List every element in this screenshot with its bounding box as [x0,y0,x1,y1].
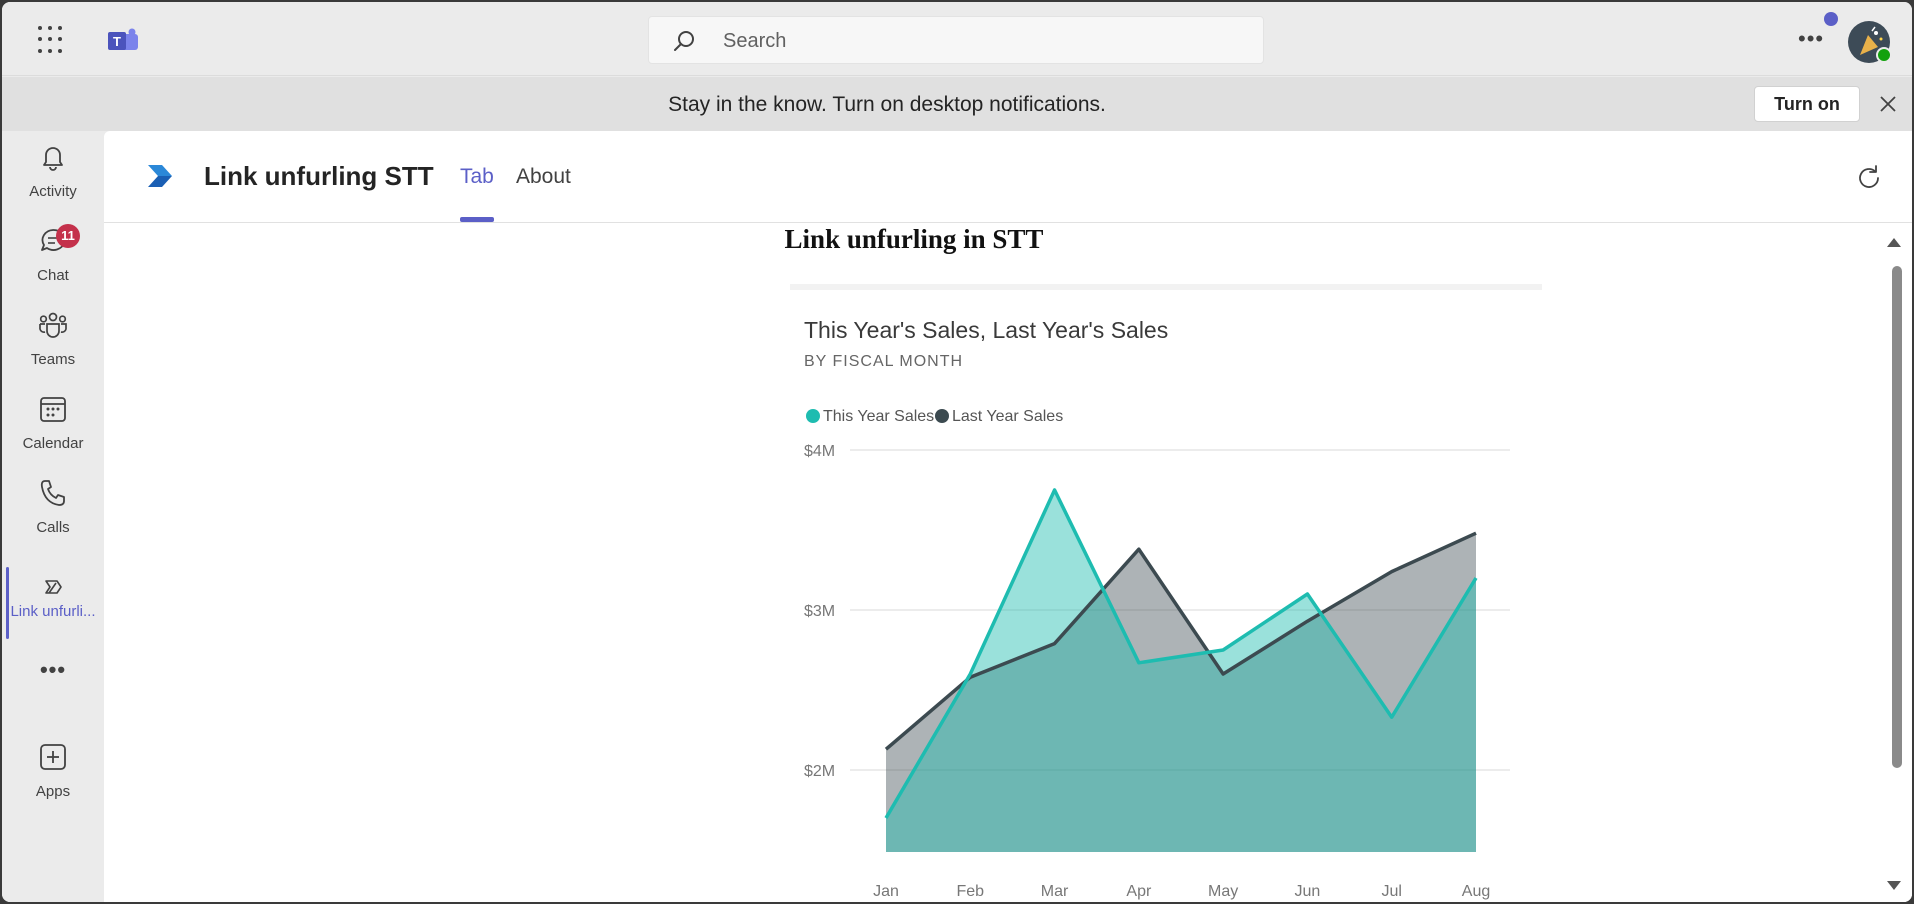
notification-banner: Stay in the know. Turn on desktop notifi… [2,77,1912,131]
app-content: Link unfurling STT Tab About Link unfurl… [104,131,1912,902]
sales-chart: This Year's Sales, Last Year's Sales BY … [804,317,1510,900]
x-tick-label: Jul [1381,883,1401,900]
area-this-year [886,490,1476,852]
legend-marker-this-year [806,409,820,423]
more-apps-icon: ••• [39,657,67,682]
line-this-year [884,488,1478,819]
phone-icon [40,480,65,506]
x-tick-label: Aug [1462,883,1490,900]
search-icon [674,31,694,51]
tab-about[interactable]: About [516,165,571,188]
turn-on-button[interactable]: Turn on [1754,86,1860,122]
x-tick-label: May [1208,883,1238,900]
rail-label-link-unfurling: Link unfurli... [10,603,96,620]
scroll-up-icon[interactable] [1886,235,1902,251]
party-popper-icon [1860,26,1883,55]
refresh-icon[interactable] [1854,163,1884,193]
search-box[interactable] [648,16,1264,64]
y-tick-label: $3M [804,603,835,620]
more-options-icon[interactable]: ••• [1798,26,1825,51]
link-unfurling-app-icon [45,580,62,594]
x-tick-label: Feb [956,883,984,900]
avatar[interactable] [1848,21,1890,63]
tab-page: Link unfurling in STT This Year's Sales,… [104,224,1912,902]
chart-title: This Year's Sales, Last Year's Sales [804,317,1168,343]
bell-icon [43,147,63,171]
app-logo-icon [148,165,172,187]
scrollbar-thumb[interactable] [1892,266,1902,768]
rail-label-calls: Calls [36,519,70,536]
legend-label-last-year: Last Year Sales [952,408,1063,425]
rail-item-activity[interactable]: Activity [2,131,104,207]
rail-label-activity: Activity [29,183,77,200]
rail-item-calendar[interactable]: Calendar [2,383,104,459]
sales-chart-card: This Year's Sales, Last Year's Sales BY … [790,284,1542,902]
app-header: Link unfurling STT Tab About [104,131,1912,223]
available-status-icon [1876,47,1892,63]
page-heading: Link unfurling in STT [784,224,1044,254]
y-tick-label: $4M [804,443,835,460]
app-launcher-icon[interactable] [38,26,66,54]
x-tick-label: Jun [1295,883,1321,900]
rail-item-calls[interactable]: Calls [2,467,104,543]
rail-label-calendar: Calendar [22,435,84,452]
search-input[interactable] [723,27,1243,55]
x-tick-label: Mar [1041,883,1069,900]
rail-item-link-unfurling[interactable]: Link unfurli... [2,563,104,639]
app-title: Link unfurling STT [204,161,434,191]
add-app-icon [40,744,66,770]
rail-item-chat[interactable]: Chat [2,215,104,291]
tab-tab[interactable]: Tab [460,165,494,188]
rail-item-apps[interactable]: Apps [2,731,104,807]
calendar-icon [40,397,66,422]
rail-item-teams[interactable]: Teams [2,299,104,375]
legend-label-this-year: This Year Sales [823,408,934,425]
top-bar: T ••• [2,2,1912,76]
scroll-down-icon[interactable] [1886,877,1902,893]
y-tick-label: $2M [804,763,835,780]
legend-marker-last-year [935,409,949,423]
teams-logo-icon: T [108,28,138,50]
chat-unread-badge: 11 [56,224,80,248]
chart-subtitle: BY FISCAL MONTH [804,353,963,370]
rail-label-apps: Apps [35,783,71,800]
active-tab-indicator [460,217,494,222]
area-last-year [886,533,1476,852]
rail-label-chat: Chat [37,267,69,284]
rail-label-teams: Teams [30,351,76,368]
rail-item-more[interactable]: ••• [2,651,104,727]
x-tick-label: Apr [1126,883,1152,900]
banner-text: Stay in the know. Turn on desktop notifi… [668,93,1106,116]
x-tick-label: Jan [873,883,899,900]
notification-dot [1824,12,1838,26]
app-rail: Activity Chat 11 Teams [2,131,104,902]
close-icon[interactable] [1878,94,1898,114]
svg-text:T: T [113,34,121,49]
line-last-year [884,531,1477,751]
teams-icon [39,312,67,338]
